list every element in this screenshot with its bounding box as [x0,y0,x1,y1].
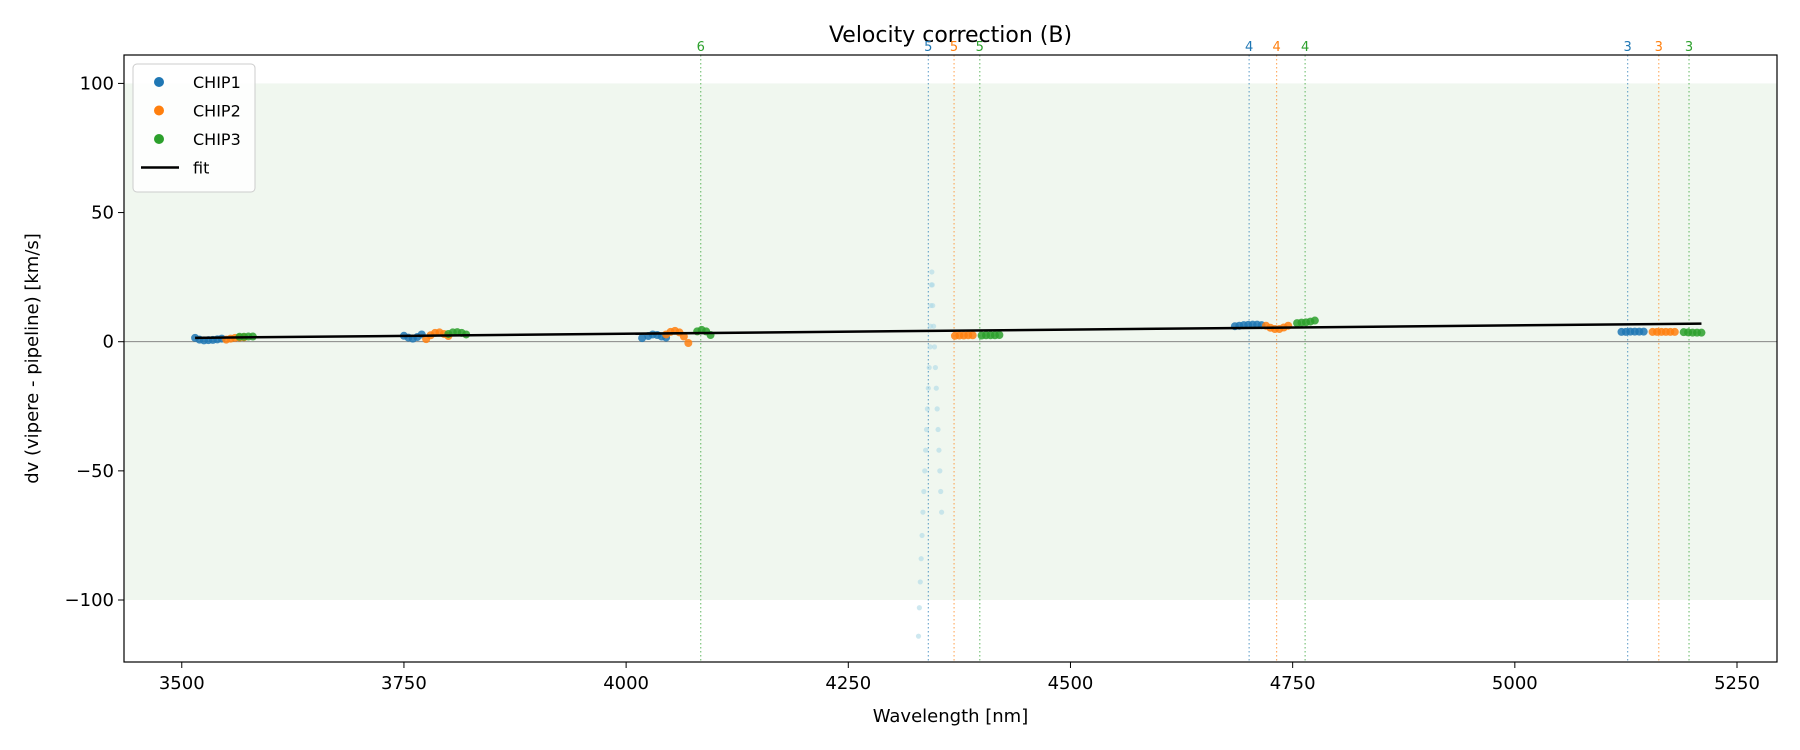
legend-box [132,63,256,193]
order-marker-label: 6 [697,40,705,55]
faint-data-point [927,344,933,350]
order-marker-label: 5 [976,40,984,55]
faint-data-point [938,488,944,495]
x-tick-label: 5000 [1492,673,1538,694]
legend-label: fit [193,159,209,178]
plot-area: 6 5 5 5 4 4 4 3 3 3 3500 3750 4000 4250 4500 4750 5000 52… [65,40,1778,694]
faint-data-point [920,509,926,515]
faint-data-point [932,364,938,371]
order-marker-label: 5 [950,40,958,55]
y-tick-label: −100 [65,590,114,611]
faint-data-point [918,556,924,562]
data-point [1670,327,1679,336]
data-point [1639,327,1648,336]
x-tick-label: 3750 [381,673,427,694]
order-marker-label: 5 [924,40,932,55]
faint-data-point [925,385,931,391]
axes-frame [123,54,1778,663]
order-marker-label: 4 [1301,40,1309,55]
faint-data-point [929,282,935,288]
data-point [684,339,693,348]
legend-label: CHIP1 [193,73,241,92]
faint-data-point [936,447,942,453]
y-tick-label: −50 [76,461,114,482]
x-tick-label: 4750 [1270,673,1316,694]
faint-data-point [926,364,932,371]
faint-data-point [937,468,943,474]
faint-data-point [922,468,928,474]
y-tick-label: 50 [91,203,114,224]
data-point [968,331,977,340]
faint-data-point [931,344,938,350]
x-tick-label: 4500 [1048,673,1094,694]
legend-marker [154,134,164,144]
faint-data-point [935,426,941,433]
faint-data-point [939,509,945,515]
order-marker-label: 3 [1655,40,1663,55]
data-point [1697,328,1706,337]
faint-data-point [933,385,939,391]
order-marker-label: 3 [1685,40,1693,55]
faint-data-point [915,633,922,639]
chart-title: Velocity correction (B) [829,23,1072,48]
faint-data-point [930,302,936,309]
x-tick-label: 4000 [603,673,649,694]
faint-data-point [923,426,930,433]
faint-data-point [934,406,940,412]
data-point [995,330,1004,339]
x-tick-label: 4250 [825,673,871,694]
legend-marker [154,77,164,87]
order-marker-label: 3 [1624,40,1632,55]
y-tick-label: 100 [80,73,114,94]
legend-label: CHIP2 [193,102,241,121]
legend-marker [154,105,164,116]
faint-data-point [917,579,923,585]
x-tick-label: 5250 [1714,673,1760,694]
legend: CHIP1 CHIP2 CHIP3 fit [132,63,256,193]
faint-data-point [916,605,922,611]
faint-data-point [931,323,937,329]
faint-data-point [921,488,927,495]
order-marker-label: 4 [1273,40,1281,55]
fit-line [195,322,1702,340]
faint-data-point [923,447,929,453]
order-marker-label: 4 [1245,40,1253,55]
faint-data-point [919,532,925,539]
faint-data-point [929,269,935,275]
x-axis-title: Wavelength [nm] [873,706,1029,727]
faint-data-point [924,406,930,412]
legend-label: CHIP3 [193,130,241,149]
y-axis-title: dv (vipere - pipeline) [km/s] [22,233,43,484]
x-tick-label: 3500 [159,673,205,694]
data-point [679,332,688,341]
data-point [638,334,647,343]
y-tick-label: 0 [103,332,114,353]
data-point [1310,316,1319,325]
